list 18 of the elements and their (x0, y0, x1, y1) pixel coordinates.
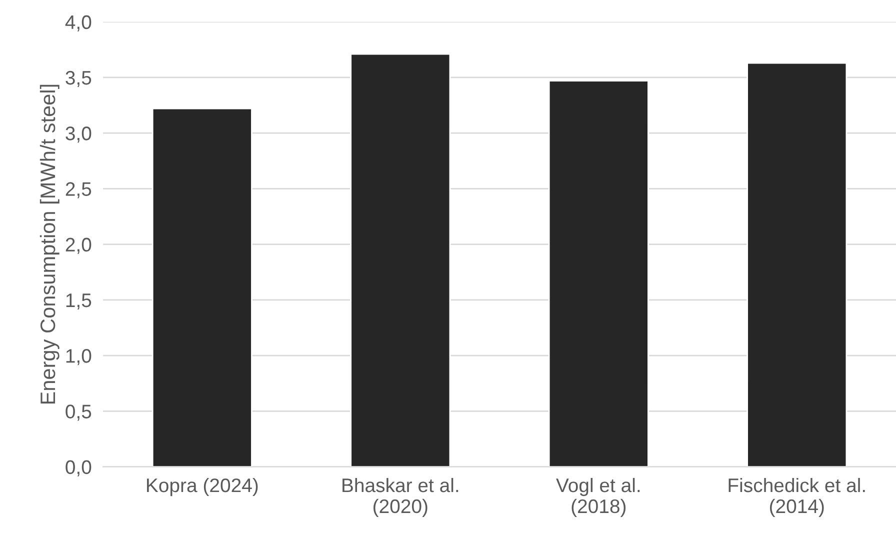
x-tick-label: Vogl et al. (2018) (556, 478, 640, 517)
y-tick-label: 3,0 (66, 126, 92, 143)
y-tick-label: 0,5 (66, 404, 92, 421)
y-tick-label: 3,5 (66, 70, 92, 87)
bar (746, 62, 848, 467)
y-tick-label: 0,0 (66, 460, 92, 476)
bar (152, 108, 252, 467)
y-tick-label: 1,0 (66, 349, 92, 366)
y-tick-label: 2,0 (66, 238, 92, 254)
x-tick-label: Kopra (2024) (147, 478, 258, 496)
bar (350, 53, 451, 467)
x-tick-label: Bhaskar et al. (2020) (342, 478, 458, 517)
y-tick-label: 4,0 (65, 15, 92, 32)
bar (548, 80, 649, 467)
y-tick-label: 1,5 (66, 294, 92, 310)
y-axis-title: Energy Consumption [MWh/t steel] (40, 84, 60, 404)
x-tick-label: Fischedick et al. (2014) (728, 478, 865, 517)
y-tick-label: 2,5 (66, 182, 92, 198)
